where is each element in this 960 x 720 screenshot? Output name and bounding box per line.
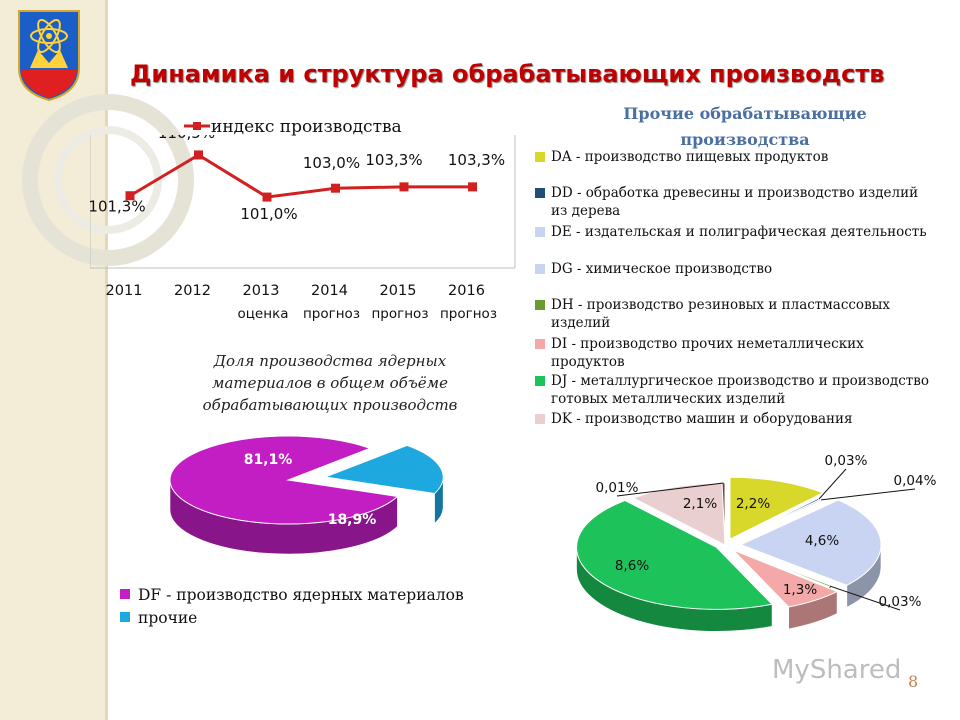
slide-title: Динамика и структура обрабатывающих прои…	[130, 60, 885, 88]
nuclear-pie-title: Доля производства ядерных материалов в о…	[202, 352, 458, 414]
pie-slice	[576, 499, 774, 610]
line-data-label: 110,5%	[158, 135, 215, 142]
pie-leader-line	[616, 482, 724, 497]
pie-data-label: 0,04%	[894, 473, 937, 489]
page-number: 8	[908, 672, 919, 691]
pie-leader-line	[818, 468, 847, 500]
line-data-point	[125, 191, 135, 201]
pie-legend-label: DE - издательская и полиграфическая деят…	[551, 224, 927, 240]
pie-legend-label: DK - производство машин и оборудования	[551, 411, 853, 427]
pie-leader-line	[821, 488, 916, 501]
pie-data-label: 0,01%	[596, 480, 639, 496]
line-category-label: 2012	[174, 283, 211, 299]
pie-data-label: 4,6%	[805, 533, 839, 549]
pie-legend-label: DD - обработка древесины и производство …	[551, 185, 919, 219]
line-category-sublabel: оценка	[237, 306, 288, 322]
pie-legend-swatch	[535, 414, 545, 424]
city-coat-of-arms-icon	[18, 10, 80, 102]
line-category-label: 2011	[106, 283, 143, 299]
line-category-sublabel: прогноз	[303, 306, 360, 322]
pie-legend-label: DH - производство резиновых и пластмассо…	[551, 297, 891, 331]
pie-slice	[169, 435, 399, 525]
line-data-point	[468, 182, 477, 192]
pie-slice	[724, 498, 824, 546]
line-legend-marker-icon	[184, 122, 210, 130]
watermark-text: MyShared	[772, 655, 902, 685]
line-data-label: 103,3%	[365, 151, 422, 169]
pie-slice	[739, 499, 882, 586]
pie-legend-swatch	[535, 300, 545, 310]
line-data-label: 103,3%	[448, 151, 505, 169]
pie-legend-label: DJ - металлургическое производство и про…	[551, 373, 929, 407]
nuclear-legend-item-df: DF - производство ядерных материалов	[120, 586, 464, 604]
pie-data-label: 2,1%	[683, 496, 717, 512]
pie-legend-swatch	[535, 227, 545, 237]
line-legend: индекс производства	[183, 117, 402, 137]
line-category-label: 2014	[311, 283, 348, 299]
other-manufacturing-pie-title: Прочие обрабатывающие производства	[623, 104, 867, 149]
pie-legend-swatch	[535, 376, 545, 386]
other-manufacturing-pie-chart: 2,2% 0,03% 0,04% 4,6% 0,03% 1,3% 8,6% 2,1% 0,01%	[576, 453, 937, 632]
line-data-point	[399, 182, 409, 192]
pie-legend-swatch	[535, 264, 545, 274]
pie-slice	[729, 476, 825, 541]
pie-legend-label: DI - производство прочих неметаллических…	[551, 336, 864, 370]
line-series-path	[129, 153, 473, 199]
nuclear-legend-df-swatch	[120, 589, 130, 599]
line-data-label: 103,0%	[303, 154, 360, 172]
nuclear-legend-other-swatch	[120, 612, 130, 622]
nuclear-share-pie-chart: 81,1% 18,9%	[169, 435, 444, 555]
nuclear-legend-item-other: прочие	[120, 609, 197, 627]
nuclear-legend-df-label: DF - производство ядерных материалов	[138, 586, 464, 604]
pie-legend-label: DG - химическое производство	[551, 261, 773, 277]
pie-data-label: 0,03%	[825, 453, 868, 469]
pie-data-label: 0,03%	[879, 594, 922, 610]
pie-legend-swatch	[535, 152, 545, 162]
line-data-point	[262, 192, 272, 202]
pie-data-label: 81,1%	[244, 452, 293, 468]
pie-data-label: 2,2%	[736, 496, 770, 512]
line-category-sublabel: прогноз	[440, 306, 497, 322]
line-legend-label: индекс производства	[211, 117, 402, 137]
pie-data-label: 8,6%	[615, 558, 649, 574]
pie-legend-swatch	[535, 188, 545, 198]
pie-slice	[323, 444, 444, 495]
nuclear-legend-other-label: прочие	[138, 609, 198, 627]
line-category-label: 2016	[448, 283, 485, 299]
line-data-point	[331, 183, 340, 193]
pie-legend-swatch	[535, 339, 545, 349]
line-category-label: 2013	[243, 283, 280, 299]
line-category-label: 2015	[380, 283, 417, 299]
pie-data-label: 1,3%	[783, 582, 817, 598]
line-data-label: 101,3%	[90, 198, 146, 216]
pie-leader-line	[829, 585, 901, 611]
line-data-label: 101,0%	[240, 205, 297, 223]
pie-slice	[732, 549, 839, 608]
line-data-point	[194, 150, 203, 160]
pie-data-label: 18,9%	[328, 512, 377, 528]
pie-legend-label: DA - производство пищевых продуктов	[551, 149, 829, 165]
production-index-line-chart: 101,3% 110,5% 101,0% 103,0% 103,3% 103,3% 201…	[90, 135, 516, 322]
line-category-sublabel: прогноз	[371, 306, 428, 322]
